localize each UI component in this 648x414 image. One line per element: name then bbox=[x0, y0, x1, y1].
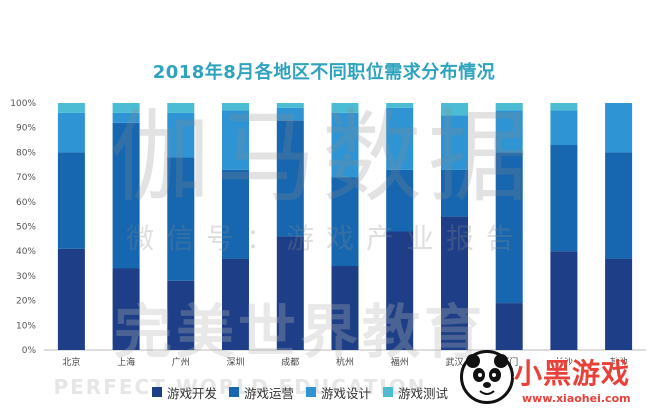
legend-label: 游戏开发 bbox=[167, 385, 218, 401]
bar-2-2 bbox=[112, 122, 140, 269]
bar-1-7 bbox=[386, 231, 414, 350]
bar-1-1 bbox=[57, 248, 85, 350]
logo-url: www.xiaohei.com bbox=[522, 392, 631, 405]
bar-3-6 bbox=[331, 112, 359, 178]
chart-legend: 游戏开发 游戏运营 游戏设计 游戏测试 bbox=[152, 382, 460, 402]
y-tick-label: 50% bbox=[16, 223, 36, 233]
bar-2-4 bbox=[222, 169, 249, 259]
bar-2-8 bbox=[441, 169, 468, 217]
watermark-perfect-world: 完美世界教育 bbox=[114, 298, 486, 366]
legend-swatch bbox=[383, 387, 394, 397]
bar-2-11 bbox=[605, 152, 633, 259]
y-tick-label: 40% bbox=[16, 247, 36, 257]
y-tick-label: 80% bbox=[16, 148, 36, 158]
y-tick-label: 90% bbox=[16, 124, 36, 134]
y-tick-label: 60% bbox=[16, 198, 36, 208]
bar-3-7 bbox=[386, 107, 414, 170]
bar-4-8 bbox=[441, 103, 468, 116]
legend-label: 游戏设计 bbox=[321, 385, 372, 401]
legend-swatch bbox=[306, 387, 317, 397]
y-tick-label: 10% bbox=[16, 321, 36, 331]
chart-title: 2018年8月各地区不同职位需求分布情况 bbox=[152, 62, 496, 83]
bar-3-8 bbox=[441, 115, 468, 170]
bar-2-5 bbox=[276, 120, 304, 237]
bar-1-2 bbox=[112, 268, 140, 350]
bar-1-5 bbox=[276, 236, 304, 350]
axis-layer: 0% 10% 20% 30% 40% 50% 60% 70% 80% 90% 100% 北京 上海 广州 深… bbox=[10, 99, 646, 368]
bar-3-1 bbox=[57, 112, 85, 153]
bar-3-5 bbox=[276, 107, 304, 121]
bar-4-1 bbox=[57, 103, 85, 113]
bar-4-3 bbox=[167, 103, 195, 113]
x-category-label: 广州 bbox=[172, 356, 190, 368]
bar-4-5 bbox=[276, 103, 304, 108]
bar-2-7 bbox=[386, 169, 414, 232]
bar-4-7 bbox=[386, 103, 414, 108]
bar-4-10 bbox=[550, 103, 578, 111]
bar-1-4 bbox=[222, 258, 249, 350]
legend-swatch bbox=[152, 387, 162, 397]
logo-brand-name: 小黑游戏 bbox=[514, 357, 631, 390]
bar-1-3 bbox=[167, 280, 195, 350]
bar-1-9 bbox=[495, 303, 523, 350]
bar-1-10 bbox=[550, 251, 578, 350]
x-category-label: 其他 bbox=[610, 356, 628, 368]
bar-4-9 bbox=[495, 103, 523, 111]
bar-2-9 bbox=[495, 152, 523, 304]
x-category-label: 武汉 bbox=[445, 356, 463, 368]
y-tick-label: 100% bbox=[10, 99, 36, 109]
legend-item-3: 游戏设计 bbox=[306, 383, 371, 402]
bar-2-1 bbox=[57, 152, 85, 249]
x-category-label: 北京 bbox=[62, 356, 80, 368]
x-category-label: 深圳 bbox=[226, 357, 244, 368]
bar-3-2 bbox=[112, 112, 140, 123]
x-category-label: 长沙 bbox=[555, 356, 573, 368]
bar-1-11 bbox=[605, 258, 633, 350]
bar-3-9 bbox=[495, 110, 523, 153]
x-category-label: 杭州 bbox=[336, 356, 354, 368]
x-category-label: 成都 bbox=[281, 356, 299, 368]
bar-2-6 bbox=[331, 177, 359, 266]
legend-label: 游戏测试 bbox=[398, 385, 449, 401]
bar-layer bbox=[57, 103, 633, 350]
bar-4-2 bbox=[112, 103, 140, 113]
bar-3-4 bbox=[222, 110, 249, 170]
bar-4-6 bbox=[331, 103, 359, 113]
watermark-gamma-data: 伽马数据 bbox=[110, 99, 534, 216]
legend-label: 游戏运营 bbox=[244, 385, 295, 401]
bar-3-3 bbox=[167, 112, 195, 158]
bar-3-10 bbox=[550, 110, 578, 145]
legend-item-1: 游戏开发 bbox=[152, 383, 217, 402]
y-tick-label: 20% bbox=[16, 297, 36, 307]
bar-2-3 bbox=[167, 157, 195, 281]
bar-1-8 bbox=[441, 216, 468, 350]
y-tick-label: 0% bbox=[22, 346, 37, 356]
bar-4-4 bbox=[222, 103, 249, 111]
watermark-wechat-id: 微信号：游戏产业报告 bbox=[126, 222, 526, 255]
xiaohei-logo: 小黑游戏 www.xiaohei.com bbox=[456, 344, 644, 412]
y-tick-label: 30% bbox=[16, 272, 36, 282]
panda-icon bbox=[460, 350, 514, 404]
bar-2-10 bbox=[550, 145, 578, 252]
bar-3-11 bbox=[605, 103, 633, 153]
legend-swatch bbox=[229, 387, 240, 397]
y-tick-label: 70% bbox=[16, 173, 36, 183]
x-category-label: 福州 bbox=[391, 356, 409, 368]
legend-item-4: 游戏测试 bbox=[383, 383, 448, 402]
legend-item-2: 游戏运营 bbox=[229, 383, 294, 402]
x-category-label: 上海 bbox=[117, 356, 135, 368]
bar-1-6 bbox=[331, 266, 359, 350]
